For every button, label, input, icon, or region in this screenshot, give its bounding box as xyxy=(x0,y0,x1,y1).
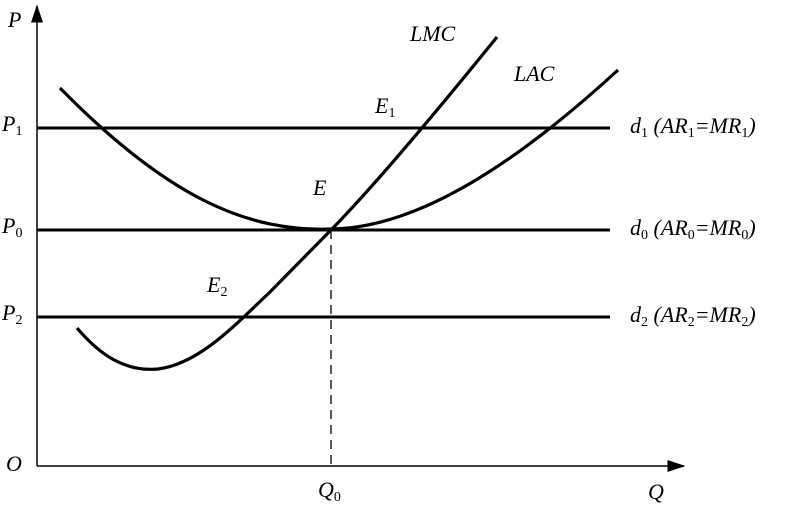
label-part: ) xyxy=(746,215,755,240)
label-part: =MR xyxy=(695,302,742,327)
subscript: 2 xyxy=(220,285,227,300)
label-part: P xyxy=(1,300,15,325)
subscript: 2 xyxy=(688,315,695,330)
subscript: 2 xyxy=(741,315,748,330)
lac-curve xyxy=(58,68,620,231)
label-part: =MR xyxy=(695,113,742,138)
point-label: E xyxy=(312,175,327,200)
subscript: 1 xyxy=(388,106,395,121)
label-part: =MR xyxy=(695,215,742,240)
subscript: 1 xyxy=(741,126,748,141)
curve-label: LAC xyxy=(513,61,555,86)
price-label: P1 xyxy=(1,111,22,139)
subscript: 0 xyxy=(334,490,341,505)
axis-label: P xyxy=(7,7,21,32)
label-part: (AR xyxy=(648,302,688,327)
subscript: 0 xyxy=(15,226,22,241)
label-part: d xyxy=(630,302,642,327)
subscript: 0 xyxy=(688,228,695,243)
quantity-label: Q0 xyxy=(318,477,341,505)
price-label: P0 xyxy=(1,213,22,241)
label-part: E xyxy=(374,93,389,118)
subscript: 1 xyxy=(641,126,648,141)
subscript: 1 xyxy=(688,126,695,141)
label-part: ) xyxy=(746,302,755,327)
label-part: Q xyxy=(318,477,334,502)
subscript: 0 xyxy=(641,228,648,243)
label-part: (AR xyxy=(648,215,688,240)
demand-label: d1 (AR1=MR1) xyxy=(630,113,756,141)
label-part: d xyxy=(630,113,642,138)
label-part: (AR xyxy=(648,113,688,138)
lmc-curve xyxy=(75,35,499,371)
subscript: 2 xyxy=(641,315,648,330)
curve-label: LMC xyxy=(409,21,456,46)
label-part: P xyxy=(1,213,15,238)
origin-label: O xyxy=(6,451,22,476)
price-label: P2 xyxy=(1,300,22,328)
demand-label: d0 (AR0=MR0) xyxy=(630,215,756,243)
label-part: ) xyxy=(746,113,755,138)
point-label: E1 xyxy=(374,93,395,121)
subscript: 2 xyxy=(15,313,22,328)
label-part: d xyxy=(630,215,642,240)
point-label: E2 xyxy=(206,272,227,300)
demand-label: d2 (AR2=MR2) xyxy=(630,302,756,330)
label-part: E xyxy=(312,175,327,200)
label-part: P xyxy=(1,111,15,136)
label-part: E xyxy=(206,272,221,297)
axis-label: Q xyxy=(648,479,664,504)
subscript: 1 xyxy=(15,124,22,139)
subscript: 0 xyxy=(741,228,748,243)
